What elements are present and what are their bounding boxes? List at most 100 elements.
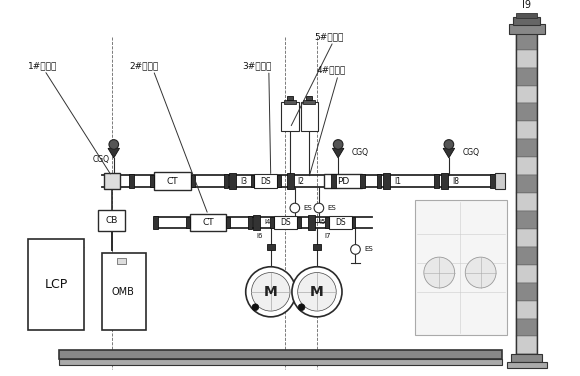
Bar [229,173,236,189]
Text: I6: I6 [256,233,263,239]
Bar [516,12,538,18]
Bar [516,103,538,121]
Bar [274,216,297,229]
Bar [248,216,252,229]
Text: CB: CB [106,216,118,225]
Bar [325,217,328,228]
Bar [516,265,538,283]
Circle shape [252,304,259,311]
Bar [117,258,126,264]
Bar [153,216,158,229]
Text: DS: DS [280,218,291,227]
Text: I4: I4 [264,220,270,226]
Bar [150,175,154,187]
Bar [516,229,538,247]
Text: 1#试验舱: 1#试验舱 [28,61,57,70]
Bar [490,174,495,188]
Text: I3: I3 [240,177,247,186]
Bar [287,96,293,100]
Text: CT: CT [202,218,214,227]
Circle shape [252,273,290,311]
Bar [495,173,505,189]
Bar [267,244,274,250]
Bar [351,217,356,228]
Circle shape [298,304,305,311]
Bar [516,283,538,301]
Bar [270,217,274,228]
Bar [516,175,538,193]
Circle shape [314,203,324,213]
Bar [303,100,315,104]
Text: ES: ES [328,205,336,211]
Text: I1: I1 [394,177,401,186]
Circle shape [334,139,343,149]
Bar [516,32,538,50]
Bar [28,239,84,331]
Bar [99,210,125,231]
Bar [324,174,362,188]
Bar [313,244,321,250]
Bar [513,17,541,25]
Circle shape [292,267,342,317]
Bar [328,216,351,229]
Bar [360,174,365,188]
Bar [226,217,230,228]
Bar [516,337,538,355]
Bar [59,359,502,365]
Circle shape [351,245,360,254]
Bar [281,102,299,131]
Circle shape [246,267,296,317]
Bar [516,139,538,157]
Bar [59,350,502,359]
Circle shape [290,203,300,213]
Bar [104,173,119,189]
Bar [186,217,190,228]
Bar [434,174,439,188]
Bar [251,175,255,187]
Text: ES: ES [303,205,312,211]
Polygon shape [332,148,344,158]
Polygon shape [108,148,119,158]
Text: CGQ: CGQ [351,148,369,157]
Text: 3#试验舱: 3#试验舱 [242,61,271,70]
Bar [516,301,538,318]
Bar [516,318,538,337]
Bar [277,175,281,187]
Text: 5#试验舱: 5#试验舱 [314,32,343,41]
Text: DS: DS [335,218,345,227]
Bar [516,211,538,229]
Text: M: M [264,285,278,299]
Bar [297,217,300,228]
Text: CGQ: CGQ [462,148,479,157]
Text: PD: PD [337,177,349,186]
Bar [516,32,538,355]
Bar [516,50,538,68]
Circle shape [465,257,496,288]
Bar [287,173,294,189]
Bar [300,102,318,131]
Text: OMB: OMB [112,287,135,297]
Polygon shape [443,148,455,158]
Bar [507,362,547,368]
Bar [512,355,542,362]
Text: 2#试验舱: 2#试验舱 [129,61,158,70]
Text: LCP: LCP [45,277,68,291]
Bar [102,253,146,331]
Text: CT: CT [166,177,178,186]
Circle shape [109,139,118,149]
Bar [129,174,134,188]
Text: M: M [310,285,324,299]
Bar [516,247,538,265]
Text: I2: I2 [298,177,304,186]
Text: I9: I9 [523,0,531,10]
Bar [331,174,336,188]
Bar [516,121,538,139]
Text: DS: DS [260,177,271,186]
Bar [415,200,507,335]
Bar [284,100,296,104]
Text: 4#试验舱: 4#试验舱 [317,66,346,75]
Bar [190,214,226,231]
Bar [441,173,448,189]
Bar [253,215,260,230]
Text: I5: I5 [319,220,325,226]
